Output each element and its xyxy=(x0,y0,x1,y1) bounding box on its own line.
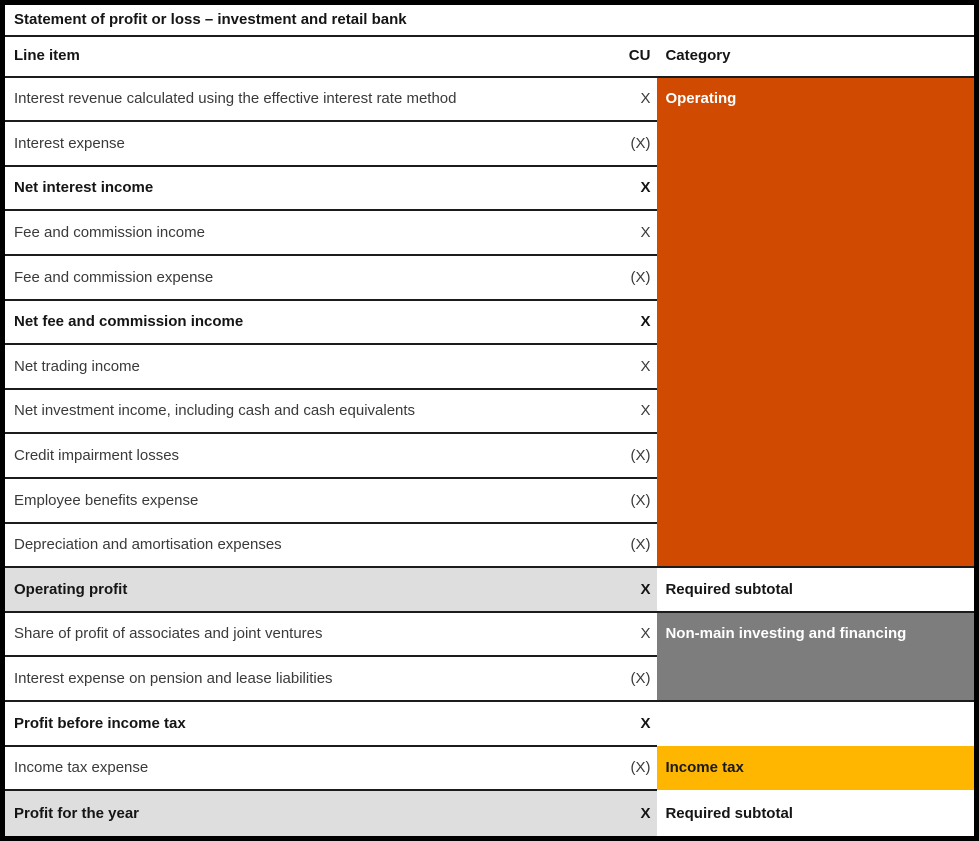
table-row: Interest expense (X) xyxy=(2,121,977,167)
line-item-cell: Depreciation and amortisation expenses xyxy=(2,522,572,569)
cu-value-cell: X xyxy=(571,165,658,212)
cu-value-cell: (X) xyxy=(571,477,658,524)
table-row: Net investment income, including cash an… xyxy=(2,388,977,435)
table-row: Net fee and commission income X xyxy=(2,299,977,346)
column-header-cu: CU xyxy=(571,35,658,78)
line-item-cell: Net interest income xyxy=(2,165,572,212)
cu-value-cell: (X) xyxy=(571,121,658,167)
table-row: Operating profit X Required subtotal xyxy=(2,567,977,613)
table-row: Depreciation and amortisation expenses (X… xyxy=(2,522,977,569)
cu-value-cell: X xyxy=(571,344,658,390)
column-header-category: Category xyxy=(657,35,977,78)
table-header-row: Line item CU Category xyxy=(2,35,977,78)
line-item-cell: Net fee and commission income xyxy=(2,299,572,346)
line-item-cell: Share of profit of associates and joint … xyxy=(2,611,572,658)
line-item-cell: Interest expense on pension and lease li… xyxy=(2,656,572,703)
line-item-cell: Income tax expense xyxy=(2,745,572,792)
table-row: Interest expense on pension and lease li… xyxy=(2,656,977,703)
table-row: Profit for the year X Required subtotal xyxy=(2,790,977,840)
cu-value-cell: X xyxy=(571,299,658,346)
table-row: Credit impairment losses (X) xyxy=(2,433,977,479)
table-body: Interest revenue calculated using the ef… xyxy=(2,76,977,840)
cu-value-cell: X xyxy=(571,76,658,123)
line-item-cell: Fee and commission income xyxy=(2,210,572,256)
line-item-cell: Profit for the year xyxy=(2,790,572,840)
table-row: Fee and commission expense (X) xyxy=(2,254,977,301)
line-item-cell: Net trading income xyxy=(2,344,572,390)
table-row: Net trading income X xyxy=(2,344,977,390)
line-item-cell: Credit impairment losses xyxy=(2,433,572,479)
category-cell-operating: Operating xyxy=(657,76,977,569)
cu-value-cell: (X) xyxy=(571,433,658,479)
line-item-cell: Employee benefits expense xyxy=(2,477,572,524)
category-cell-subtotal: Required subtotal xyxy=(657,790,977,840)
line-item-cell: Interest expense xyxy=(2,121,572,167)
column-header-line-item: Line item xyxy=(2,35,572,78)
table-row: Employee benefits expense (X) xyxy=(2,477,977,524)
line-item-cell: Interest revenue calculated using the ef… xyxy=(2,76,572,123)
cu-value-cell: X xyxy=(571,567,658,613)
cu-value-cell: X xyxy=(571,388,658,435)
category-cell-subtotal: Required subtotal xyxy=(657,567,977,613)
line-item-cell: Profit before income tax xyxy=(2,701,572,747)
table-title: Statement of profit or loss – investment… xyxy=(2,2,977,37)
table-row: Share of profit of associates and joint … xyxy=(2,611,977,703)
category-cell-empty xyxy=(657,701,977,746)
table-row: Fee and commission income X xyxy=(2,210,977,256)
line-item-cell: Fee and commission expense xyxy=(2,254,572,301)
cu-value-cell: (X) xyxy=(571,522,658,569)
line-item-cell: Operating profit xyxy=(2,567,572,613)
category-cell-nonmain: Non-main investing and financing xyxy=(657,611,977,703)
cu-value-cell: X xyxy=(571,701,658,747)
table-row: Net interest income X xyxy=(2,165,977,212)
table-row: Interest revenue calculated using the ef… xyxy=(2,76,977,569)
cu-value-cell: X xyxy=(571,790,658,840)
line-item-cell: Net investment income, including cash an… xyxy=(2,388,572,435)
cu-value-cell: (X) xyxy=(571,745,658,792)
category-cell-incometax: Income tax xyxy=(657,745,977,791)
cu-value-cell: (X) xyxy=(571,656,658,703)
cu-value-cell: (X) xyxy=(571,254,658,301)
cu-value-cell: X xyxy=(571,210,658,256)
table-row: Profit before income tax X xyxy=(2,701,977,747)
cu-value-cell: X xyxy=(571,611,658,658)
table-row: Income tax expense (X) Income tax xyxy=(2,745,977,792)
table-title-row: Statement of profit or loss – investment… xyxy=(2,2,977,37)
